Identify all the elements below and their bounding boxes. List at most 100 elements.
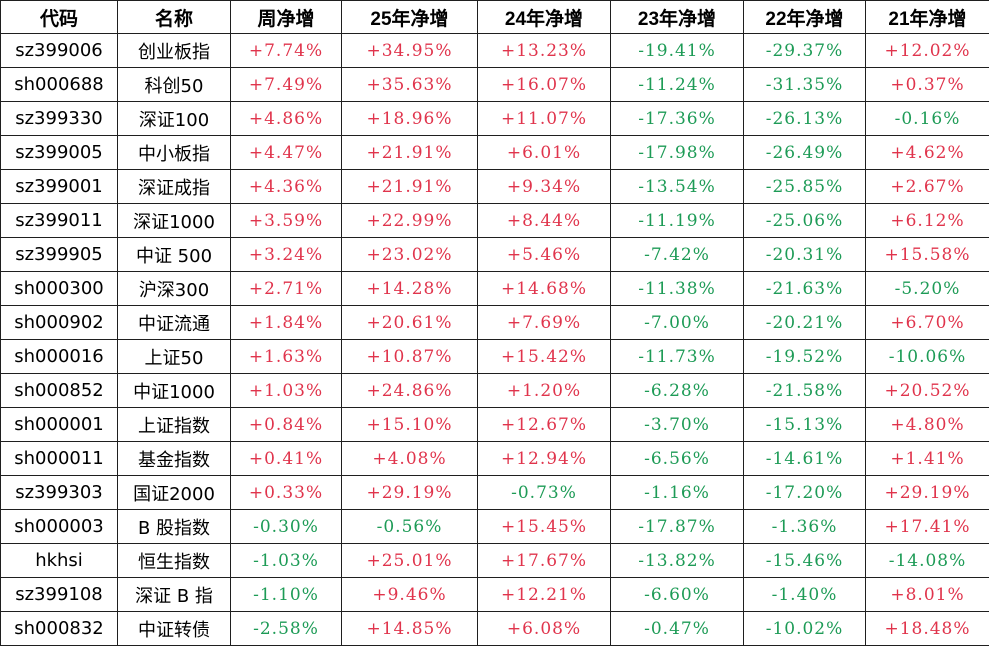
cell-change-value: -1.03% — [230, 543, 342, 578]
column-header-0: 代码 — [0, 0, 118, 34]
cell-index-name: 中证流通 — [117, 305, 231, 340]
cell-change-value: +9.34% — [477, 169, 611, 204]
cell-change-value: +3.24% — [230, 237, 342, 272]
cell-change-value: +4.08% — [341, 441, 478, 476]
table-row: sz399330 深证100 +4.86% +18.96% +11.07% -17.36%… — [0, 101, 989, 136]
cell-change-value: -17.87% — [610, 509, 744, 544]
cell-change-value: +15.42% — [477, 339, 611, 374]
cell-change-value: +0.41% — [230, 441, 342, 476]
cell-change-value: +14.85% — [341, 611, 478, 646]
cell-change-value: +1.84% — [230, 305, 342, 340]
cell-change-value: +1.03% — [230, 373, 342, 408]
cell-index-code: sz399006 — [0, 33, 118, 68]
cell-index-name: 深证100 — [117, 101, 231, 136]
cell-change-value: -5.20% — [865, 271, 989, 306]
cell-change-value: -13.82% — [610, 543, 744, 578]
cell-change-value: -0.30% — [230, 509, 342, 544]
cell-index-code: sh000688 — [0, 67, 118, 102]
cell-index-name: 国证2000 — [117, 475, 231, 510]
cell-change-value: +17.67% — [477, 543, 611, 578]
cell-change-value: +3.59% — [230, 203, 342, 238]
cell-change-value: +4.62% — [865, 135, 989, 170]
cell-change-value: +6.08% — [477, 611, 611, 646]
cell-change-value: +6.70% — [865, 305, 989, 340]
table-row: sz399905 中证 500 +3.24% +23.02% +5.46% -7.42% -… — [0, 237, 989, 272]
cell-index-code: sh000001 — [0, 407, 118, 442]
table-row: sz399006 创业板指 +7.74% +34.95% +13.23% -19.41% -… — [0, 33, 989, 68]
cell-change-value: -10.02% — [743, 611, 866, 646]
cell-index-code: sz399108 — [0, 577, 118, 612]
table-row: sz399005 中小板指 +4.47% +21.91% +6.01% -17.98% -2… — [0, 135, 989, 170]
cell-change-value: +15.10% — [341, 407, 478, 442]
cell-change-value: -19.41% — [610, 33, 744, 68]
cell-change-value: -14.08% — [865, 543, 989, 578]
cell-change-value: -14.61% — [743, 441, 866, 476]
cell-change-value: +11.07% — [477, 101, 611, 136]
cell-index-code: sh000003 — [0, 509, 118, 544]
cell-change-value: -3.70% — [610, 407, 744, 442]
cell-change-value: +12.67% — [477, 407, 611, 442]
cell-change-value: -0.16% — [865, 101, 989, 136]
cell-change-value: +2.67% — [865, 169, 989, 204]
cell-index-code: sh000016 — [0, 339, 118, 374]
cell-index-name: 中小板指 — [117, 135, 231, 170]
column-header-5: 23年净增 — [610, 0, 744, 34]
cell-change-value: +15.45% — [477, 509, 611, 544]
cell-change-value: +21.91% — [341, 135, 478, 170]
cell-change-value: +1.41% — [865, 441, 989, 476]
cell-change-value: +12.21% — [477, 577, 611, 612]
cell-change-value: +17.41% — [865, 509, 989, 544]
cell-change-value: -20.31% — [743, 237, 866, 272]
table-row: sh000832 中证转债 -2.58% +14.85% +6.08% -0.47% -10… — [0, 611, 989, 646]
cell-index-code: sh000852 — [0, 373, 118, 408]
cell-index-name: 深证1000 — [117, 203, 231, 238]
cell-change-value: -6.60% — [610, 577, 744, 612]
cell-change-value: -20.21% — [743, 305, 866, 340]
cell-change-value: +20.61% — [341, 305, 478, 340]
cell-index-name: 中证 500 — [117, 237, 231, 272]
cell-index-name: 深证 B 指 — [117, 577, 231, 612]
cell-change-value: +18.96% — [341, 101, 478, 136]
cell-change-value: +35.63% — [341, 67, 478, 102]
cell-index-name: 恒生指数 — [117, 543, 231, 578]
cell-index-code: sz399905 — [0, 237, 118, 272]
cell-change-value: +1.63% — [230, 339, 342, 374]
cell-change-value: +6.01% — [477, 135, 611, 170]
cell-change-value: -25.06% — [743, 203, 866, 238]
cell-index-name: 上证50 — [117, 339, 231, 374]
cell-index-code: sh000011 — [0, 441, 118, 476]
cell-change-value: +29.19% — [865, 475, 989, 510]
cell-change-value: -19.52% — [743, 339, 866, 374]
cell-change-value: +18.48% — [865, 611, 989, 646]
cell-change-value: -11.19% — [610, 203, 744, 238]
cell-change-value: +16.07% — [477, 67, 611, 102]
cell-change-value: +4.47% — [230, 135, 342, 170]
cell-index-name: 科创50 — [117, 67, 231, 102]
table-row: sh000852 中证1000 +1.03% +24.86% +1.20% -6.28% -… — [0, 373, 989, 408]
cell-index-name: 中证1000 — [117, 373, 231, 408]
cell-change-value: +22.99% — [341, 203, 478, 238]
cell-change-value: -1.40% — [743, 577, 866, 612]
cell-change-value: -11.24% — [610, 67, 744, 102]
table-row: sz399303 国证2000 +0.33% +29.19% -0.73% -1.16% -… — [0, 475, 989, 510]
cell-change-value: -15.46% — [743, 543, 866, 578]
cell-index-name: 基金指数 — [117, 441, 231, 476]
table-body: sz399006 创业板指 +7.74% +34.95% +13.23% -19.41% -… — [0, 33, 989, 646]
table-row: sh000011 基金指数 +0.41% +4.08% +12.94% -6.56% -14… — [0, 441, 989, 476]
cell-index-code: sz399330 — [0, 101, 118, 136]
cell-change-value: +8.44% — [477, 203, 611, 238]
column-header-6: 22年净增 — [743, 0, 866, 34]
cell-index-code: sz399001 — [0, 169, 118, 204]
cell-change-value: +10.87% — [341, 339, 478, 374]
cell-change-value: -26.49% — [743, 135, 866, 170]
cell-change-value: -25.85% — [743, 169, 866, 204]
table-row: sh000902 中证流通 +1.84% +20.61% +7.69% -7.00% -20… — [0, 305, 989, 340]
column-header-4: 24年净增 — [477, 0, 611, 34]
cell-change-value: -13.54% — [610, 169, 744, 204]
cell-change-value: +6.12% — [865, 203, 989, 238]
cell-change-value: +4.80% — [865, 407, 989, 442]
cell-change-value: -1.10% — [230, 577, 342, 612]
cell-change-value: -31.35% — [743, 67, 866, 102]
cell-change-value: +13.23% — [477, 33, 611, 68]
